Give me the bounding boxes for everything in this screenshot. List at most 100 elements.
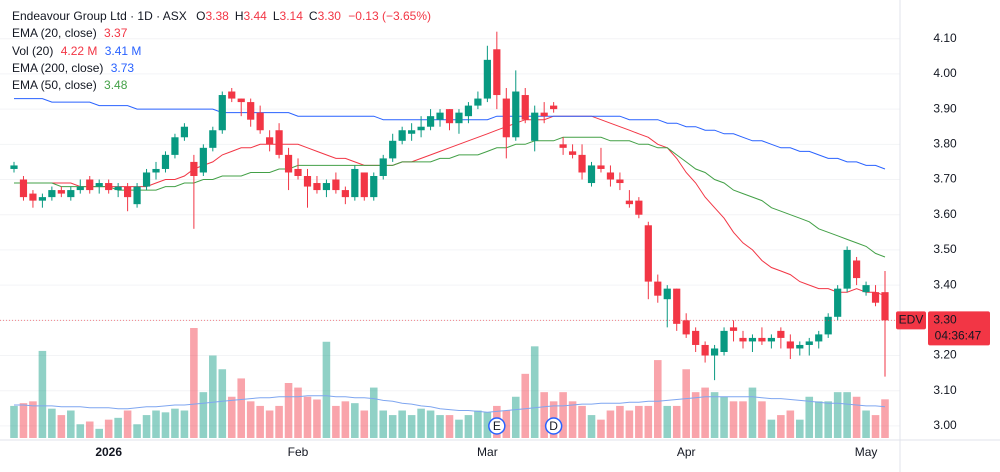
candle-body (682, 320, 690, 335)
volume-bar (256, 405, 264, 438)
volume-bar (48, 408, 56, 438)
volume-bar (606, 410, 615, 438)
candle-body (559, 144, 567, 148)
volume-bar (294, 387, 302, 438)
volume-bar (171, 408, 179, 438)
ema-line (14, 115, 886, 297)
volume-bar (502, 410, 511, 438)
candle-body (521, 95, 529, 120)
candle-body (881, 292, 889, 321)
candle-body (284, 154, 293, 173)
volume-bar (852, 396, 861, 438)
volume-bar (691, 392, 700, 438)
indicator-value: 3.73 (110, 60, 135, 75)
volume-bar (436, 415, 444, 438)
volume-bar (379, 410, 388, 438)
candle-body (635, 200, 643, 215)
volume-bar (237, 378, 246, 438)
candle-body (464, 105, 473, 117)
candle-body (29, 193, 37, 201)
candle-body (436, 112, 444, 120)
volume-bar (265, 410, 274, 438)
volume-bar (67, 410, 75, 438)
y-tick-label: 3.90 (933, 101, 957, 115)
candle-body (351, 168, 359, 198)
candle-body (777, 330, 785, 338)
ohlc-label: L (272, 9, 280, 23)
y-tick-label: 3.70 (933, 172, 957, 186)
y-tick-label: 4.10 (933, 31, 957, 45)
volume-bar (190, 328, 198, 438)
volume-bar (10, 405, 18, 438)
y-tick-label: 3.20 (933, 348, 957, 362)
candle-body (824, 316, 832, 335)
ohlc: O3.38 H3.44 L3.14 C3.30 (190, 9, 341, 23)
volume-bar (720, 396, 728, 438)
candle-body (19, 179, 28, 198)
indicator-name: EMA (20, close) (12, 26, 97, 41)
candle-body (729, 327, 738, 331)
event-label: E (493, 419, 501, 433)
legend: Endeavour Group Ltd · 1D · ASX O3.38 H3.4… (12, 8, 431, 94)
candle-body (38, 197, 46, 201)
volume-bar (455, 419, 463, 438)
indicator-row[interactable]: EMA (200, close) 3.73 (12, 60, 431, 77)
volume-bar (417, 408, 425, 438)
volume-bar (511, 396, 520, 438)
candle-body (161, 154, 170, 169)
candle-body (483, 59, 491, 99)
candle-body (654, 281, 662, 296)
volume-bar (843, 392, 851, 438)
volume-bar (653, 360, 662, 438)
volume-bar (625, 410, 634, 438)
candle-body (408, 130, 416, 134)
candle-body (341, 190, 349, 198)
candle-body (105, 183, 113, 191)
indicator-row[interactable]: EMA (20, close) 3.37 (12, 25, 431, 42)
volume-bar (644, 405, 653, 438)
candle-body (616, 179, 624, 184)
volume-bar (227, 396, 236, 438)
candle-body (133, 186, 141, 205)
volume-bar (341, 401, 350, 438)
indicator-row[interactable]: Vol (20) 4.22 M 3.41 M (12, 43, 431, 60)
ohlc-value: 3.38 (205, 9, 229, 23)
volume-bar (76, 424, 85, 438)
volume-bar (758, 401, 766, 438)
volume-bar (474, 410, 482, 438)
volume-bar (530, 346, 539, 438)
candle-body (531, 112, 539, 141)
volume-bar (796, 419, 804, 438)
y-tick-label: 3.00 (933, 418, 957, 432)
candle-body (502, 98, 510, 138)
event-marker (544, 417, 563, 435)
ema-line (14, 136, 886, 258)
volume-bar (246, 401, 255, 438)
volume-bar (862, 410, 870, 438)
candle-body (455, 112, 463, 124)
candle-body (322, 183, 331, 191)
volume-bar (152, 410, 160, 438)
header-row: Endeavour Group Ltd · 1D · ASX O3.38 H3.4… (12, 8, 431, 25)
y-tick-label: 3.80 (933, 136, 957, 150)
candle-body (379, 158, 387, 176)
indicator-value: 3.37 (104, 26, 128, 41)
indicator-row[interactable]: EMA (50, close) 3.48 (12, 77, 431, 94)
volume-bar (284, 383, 293, 438)
volume-ma-line (14, 395, 886, 413)
candle-body (124, 186, 132, 198)
candle-body (67, 190, 75, 198)
candle-body (370, 176, 378, 198)
volume-bar (559, 392, 567, 438)
volume-bar (748, 387, 757, 438)
volume-bar (322, 341, 331, 438)
candle-body (767, 337, 775, 342)
volume-bar (85, 421, 94, 438)
volume-bar (786, 410, 795, 438)
event-label: D (549, 419, 558, 433)
candle-body (76, 186, 84, 191)
candle-body (266, 137, 274, 145)
candle-body (199, 147, 207, 173)
